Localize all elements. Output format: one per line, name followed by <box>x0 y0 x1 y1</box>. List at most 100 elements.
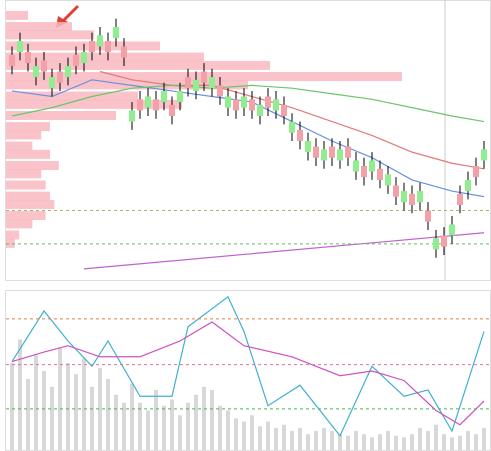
profile-bar <box>6 238 15 248</box>
indicator-line <box>99 70 485 170</box>
candle-body <box>233 99 239 111</box>
volume-bar <box>154 389 158 450</box>
volume-bar <box>34 355 38 450</box>
candle-body <box>41 60 47 72</box>
profile-bar <box>6 219 33 229</box>
candle-body <box>145 96 151 108</box>
volume-bar <box>314 431 318 450</box>
candle-body <box>153 99 159 111</box>
volume-bar <box>66 363 70 450</box>
indicator-line <box>11 84 485 123</box>
volume-bar <box>282 424 286 450</box>
candle-body <box>121 46 127 58</box>
candle-body <box>81 52 87 64</box>
volume-bar <box>450 437 454 450</box>
volume-bar <box>306 434 310 450</box>
candle-body <box>473 166 479 178</box>
volume-bar <box>458 435 462 450</box>
profile-bar <box>6 161 59 171</box>
volume-bar <box>178 415 182 450</box>
candle-body <box>17 40 23 53</box>
candle-body <box>449 224 455 236</box>
candle-body <box>129 110 135 122</box>
volume-bar <box>170 399 174 450</box>
candle-body <box>457 193 463 205</box>
candle-body <box>433 238 439 250</box>
volume-bar <box>210 389 214 450</box>
candle-body <box>97 35 103 47</box>
candle-body <box>217 85 223 97</box>
candle-body <box>465 179 471 192</box>
volume-bar <box>402 437 406 450</box>
candle-body <box>73 54 79 66</box>
profile-bar <box>6 199 55 209</box>
candle-body <box>201 71 207 83</box>
volume-bar <box>274 427 278 450</box>
candle-body <box>329 146 335 158</box>
profile-bar <box>6 122 50 132</box>
candle-body <box>25 52 31 64</box>
candle-body <box>289 121 295 133</box>
volume-bar <box>202 386 206 450</box>
candle-body <box>353 160 359 172</box>
indicator-line <box>11 321 485 426</box>
volume-bar <box>18 339 22 450</box>
profile-bar <box>6 99 182 109</box>
volume-bar <box>346 435 350 450</box>
volume-bar <box>122 402 126 450</box>
profile-bar <box>6 41 160 51</box>
candle-body <box>337 149 343 161</box>
volume-bar <box>322 427 326 450</box>
profile-bar <box>6 52 204 62</box>
candle-body <box>305 141 311 153</box>
candle-body <box>249 99 255 111</box>
volume-bar <box>290 431 294 450</box>
candle-body <box>265 96 271 108</box>
candle-body <box>113 27 119 39</box>
candle-body <box>9 54 15 66</box>
profile-bar <box>6 60 270 70</box>
volume-bar <box>106 378 110 450</box>
candle-body <box>65 65 71 78</box>
candle-body <box>33 65 39 78</box>
volume-bar <box>42 371 46 450</box>
profile-bar <box>6 149 50 159</box>
candle-body <box>105 40 111 53</box>
candle-body <box>417 191 423 203</box>
profile-bar <box>6 141 33 151</box>
profile-bar <box>6 169 42 179</box>
candle-body <box>169 104 175 116</box>
volume-bar <box>418 427 422 450</box>
candle-body <box>177 90 183 103</box>
volume-bar <box>242 421 246 450</box>
volume-bar <box>410 434 414 450</box>
profile-bar <box>6 191 50 201</box>
volume-bar <box>114 394 118 450</box>
candle-body <box>425 210 431 222</box>
candle-body <box>241 96 247 108</box>
volume-bar <box>50 386 54 450</box>
volume-bar <box>338 434 342 450</box>
volume-bar <box>226 410 230 450</box>
candle-body <box>161 90 167 103</box>
candle-body <box>401 191 407 203</box>
volume-bar <box>130 383 134 450</box>
volume-bar <box>10 363 14 450</box>
volume-bar <box>234 418 238 450</box>
volume-bar <box>434 424 438 450</box>
candle-body <box>385 174 391 186</box>
profile-bar <box>6 110 116 120</box>
volume-bar <box>58 347 62 450</box>
candle-body <box>57 71 63 83</box>
candle-body <box>185 77 191 89</box>
volume-bar <box>386 431 390 450</box>
volume-bar <box>266 421 270 450</box>
indicator-line <box>83 232 485 270</box>
volume-bar <box>482 427 486 450</box>
candle-body <box>225 96 231 108</box>
profile-bar <box>6 230 20 240</box>
profile-bar <box>6 22 72 32</box>
candle-body <box>49 77 55 89</box>
volume-bar <box>394 435 398 450</box>
